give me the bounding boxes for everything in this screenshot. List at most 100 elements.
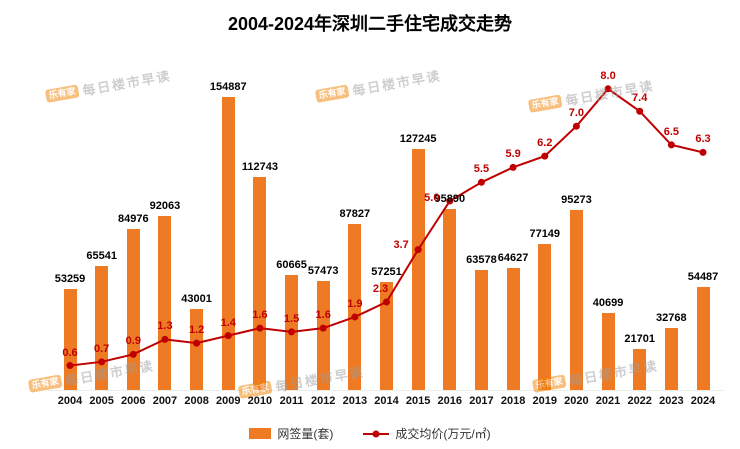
chart-title: 2004-2024年深圳二手住宅成交走势 — [227, 14, 513, 34]
year-label: 2023 — [659, 395, 684, 407]
price-dot — [351, 313, 359, 321]
legend-item-volume: 网签量(套) — [249, 425, 333, 442]
price-value-label: 6.5 — [663, 125, 679, 138]
price-value-label: 7.4 — [632, 92, 648, 105]
bar-swatch-icon — [249, 428, 272, 439]
legend-volume-label: 网签量(套) — [277, 427, 334, 441]
year-label: 2021 — [595, 395, 621, 407]
year-label: 2011 — [279, 395, 304, 407]
legend-item-price: 成交均价(万元/㎡) — [363, 425, 491, 442]
price-dot — [699, 148, 707, 156]
bar-2016 — [443, 208, 457, 390]
year-label: 2004 — [57, 395, 83, 407]
bar-2022 — [633, 348, 647, 390]
bar-2023 — [664, 328, 678, 390]
bar-value-label: 40699 — [592, 297, 624, 309]
bar-2019 — [538, 244, 552, 390]
price-dot — [161, 335, 169, 343]
bar-value-label: 77149 — [529, 228, 561, 241]
price-value-label: 2.3 — [372, 282, 389, 295]
year-label: 2018 — [500, 395, 526, 407]
bar-value-label: 63578 — [466, 253, 497, 266]
year-label: 2012 — [310, 395, 336, 407]
bar-2018 — [506, 267, 520, 390]
price-dot — [98, 358, 106, 366]
bar-2021 — [601, 313, 615, 390]
price-dot — [256, 324, 264, 332]
bar-value-label: 60665 — [276, 259, 307, 272]
price-value-label: 3.7 — [393, 238, 409, 251]
price-value-label: 0.9 — [125, 335, 141, 348]
price-value-label: 1.9 — [347, 297, 363, 310]
price-dot — [636, 107, 644, 115]
price-value-label: 1.6 — [252, 309, 268, 322]
price-value-label: 0.6 — [62, 346, 78, 359]
bar-2007 — [158, 215, 172, 390]
price-dot — [414, 246, 422, 254]
year-label: 2024 — [690, 395, 716, 407]
bar-value-label: 54487 — [687, 270, 719, 283]
year-label: 2010 — [247, 395, 273, 407]
year-label: 2007 — [152, 395, 178, 407]
bar-2006 — [126, 229, 140, 390]
price-dot — [288, 328, 296, 336]
line-swatch-icon — [363, 430, 390, 437]
x-axis-line — [48, 390, 724, 391]
price-dot — [541, 152, 549, 160]
price-value-label: 6.3 — [695, 133, 711, 146]
price-value-label: 8.0 — [600, 69, 616, 82]
price-dot — [477, 178, 485, 186]
bar-2010 — [253, 176, 267, 390]
bar-value-label: 43001 — [181, 292, 212, 305]
bar-value-label: 84976 — [118, 213, 149, 226]
price-value-label: 5.5 — [473, 163, 490, 176]
price-value-label: 1.3 — [157, 320, 173, 333]
year-label: 2017 — [469, 395, 494, 407]
bar-value-label: 95273 — [561, 193, 592, 206]
price-dot — [604, 85, 612, 93]
price-dot — [446, 197, 454, 205]
price-dot — [572, 122, 580, 130]
year-label: 2008 — [184, 395, 209, 407]
bar-value-label: 127245 — [399, 133, 437, 146]
price-value-label: 1.6 — [315, 309, 331, 322]
bar-2008 — [190, 308, 204, 390]
bar-value-label: 65541 — [86, 250, 117, 263]
line-swatch-dot-icon — [372, 430, 380, 437]
price-value-label: 7.0 — [568, 107, 585, 120]
year-label: 2014 — [374, 395, 399, 407]
bar-2005 — [95, 266, 109, 390]
bar-2024 — [696, 286, 710, 390]
bar-value-label: 92063 — [149, 199, 181, 212]
bar-value-label: 64627 — [497, 251, 529, 264]
bar-2013 — [348, 223, 362, 390]
price-value-label: 1.5 — [283, 312, 300, 325]
bar-2014 — [380, 281, 393, 390]
year-label: 2022 — [627, 395, 652, 407]
bar-value-label: 57251 — [371, 265, 402, 278]
price-dot — [319, 324, 327, 332]
price-dot — [509, 163, 517, 171]
legend: 网签量(套) 成交均价(万元/㎡) — [0, 425, 740, 442]
year-label: 2005 — [89, 395, 114, 407]
bar-2009 — [221, 97, 235, 390]
price-value-label: 1.4 — [220, 316, 236, 329]
bar-value-label: 57473 — [307, 265, 339, 278]
year-label: 2019 — [532, 395, 557, 407]
price-value-label: 0.7 — [93, 342, 110, 355]
bar-value-label: 21701 — [624, 332, 655, 345]
bar-value-label: 154887 — [209, 81, 247, 93]
price-value-label: 5.0 — [424, 192, 440, 204]
year-label: 2015 — [405, 395, 431, 407]
price-dot — [66, 362, 74, 370]
price-value-label: 5.9 — [505, 148, 521, 161]
year-label: 2013 — [342, 395, 368, 407]
year-label: 2016 — [437, 395, 463, 407]
year-label: 2006 — [121, 395, 146, 407]
price-dot — [193, 339, 201, 347]
bar-2017 — [474, 269, 488, 390]
bar-value-label: 32768 — [656, 312, 687, 324]
bar-2020 — [569, 209, 583, 390]
